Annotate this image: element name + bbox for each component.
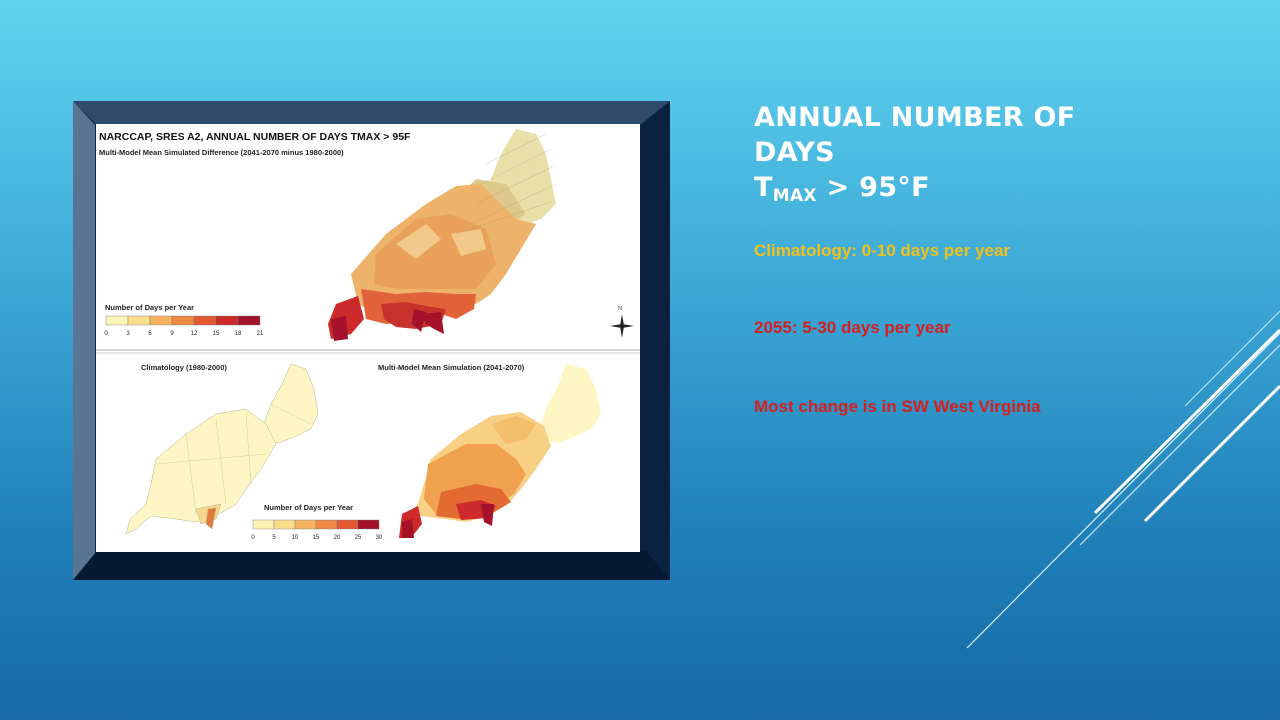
- top-legend: 0 3 6 9 12 15 18 21: [104, 315, 264, 337]
- top-map-subtitle: Multi-Model Mean Simulated Difference (2…: [99, 148, 344, 157]
- bullet-2055: 2055: 5-30 days per year: [754, 318, 951, 337]
- top-legend-tick: 15: [213, 331, 220, 337]
- top-legend-tick: 9: [170, 331, 174, 337]
- title-line-3: TMAX > 95°F: [754, 170, 1194, 214]
- top-legend-tick: 6: [148, 331, 152, 337]
- top-legend-swatch: [149, 315, 173, 326]
- bottom-legend-swatch: [252, 519, 275, 530]
- top-legend-tick: 0: [104, 331, 108, 337]
- top-legend-tick: 12: [191, 331, 198, 337]
- title-subscript: MAX: [772, 186, 817, 206]
- top-legend-tick: 3: [126, 331, 130, 337]
- bottom-legend-tick: 20: [334, 535, 341, 541]
- compass-icon: N: [610, 306, 634, 338]
- bottom-legend-swatch: [294, 519, 317, 530]
- top-legend-title: Number of Days per Year: [105, 303, 194, 312]
- top-legend-swatch: [127, 315, 151, 326]
- top-legend-swatch: [171, 315, 195, 326]
- map-graphics: NARCCAP, SRES A2, ANNUAL NUMBER OF DAYS …: [96, 129, 640, 541]
- bottom-legend-tick: 0: [251, 535, 255, 541]
- top-legend-swatch: [105, 315, 129, 326]
- frame-bevel-left: [73, 101, 95, 580]
- bottom-legend-swatch: [273, 519, 296, 530]
- frame-bevel-top: [73, 101, 670, 125]
- bottom-legend-tick: 5: [272, 535, 276, 541]
- north-label: N: [618, 306, 623, 312]
- bottom-legend-tick: 10: [292, 535, 299, 541]
- slide-title: Annual Number of Days TMAX > 95°F: [754, 100, 1194, 214]
- simulation-map-title: Multi-Model Mean Simulation (2041-2070): [378, 363, 525, 372]
- bottom-legend-swatch: [315, 519, 338, 530]
- bottom-legend: 0 5 10 15 20 25 30: [251, 519, 383, 541]
- climate-map-figure: NARCCAP, SRES A2, ANNUAL NUMBER OF DAYS …: [96, 124, 640, 552]
- title-rest: > 95°F: [816, 172, 930, 203]
- title-t: T: [754, 172, 773, 203]
- bottom-legend-tick: 30: [376, 535, 383, 541]
- top-legend-swatch: [237, 315, 261, 326]
- bullet-climatology: Climatology: 0-10 days per year: [754, 241, 1011, 260]
- top-map-title: NARCCAP, SRES A2, ANNUAL NUMBER OF DAYS …: [99, 131, 411, 143]
- climatology-map: [125, 363, 319, 535]
- bottom-legend-swatch: [336, 519, 359, 530]
- top-legend-swatch: [193, 315, 217, 326]
- top-legend-tick: 21: [257, 331, 264, 337]
- frame-bevel-bottom: [73, 551, 670, 580]
- bottom-legend-title: Number of Days per Year: [264, 503, 353, 512]
- climatology-map-title: Climatology (1980-2000): [141, 363, 227, 372]
- bottom-legend-tick: 25: [355, 535, 362, 541]
- bottom-legend-tick: 15: [313, 535, 320, 541]
- title-line-2: Days: [754, 137, 835, 168]
- frame-bevel-right: [640, 101, 670, 580]
- bottom-legend-swatch: [357, 519, 380, 530]
- difference-map: [328, 129, 557, 341]
- title-line-1: Annual Number of: [754, 102, 1076, 133]
- bullet-most-change: Most change is in SW West Virginia: [754, 397, 1041, 416]
- simulation-map: [399, 364, 601, 538]
- top-legend-swatch: [215, 315, 239, 326]
- top-legend-tick: 18: [235, 331, 242, 337]
